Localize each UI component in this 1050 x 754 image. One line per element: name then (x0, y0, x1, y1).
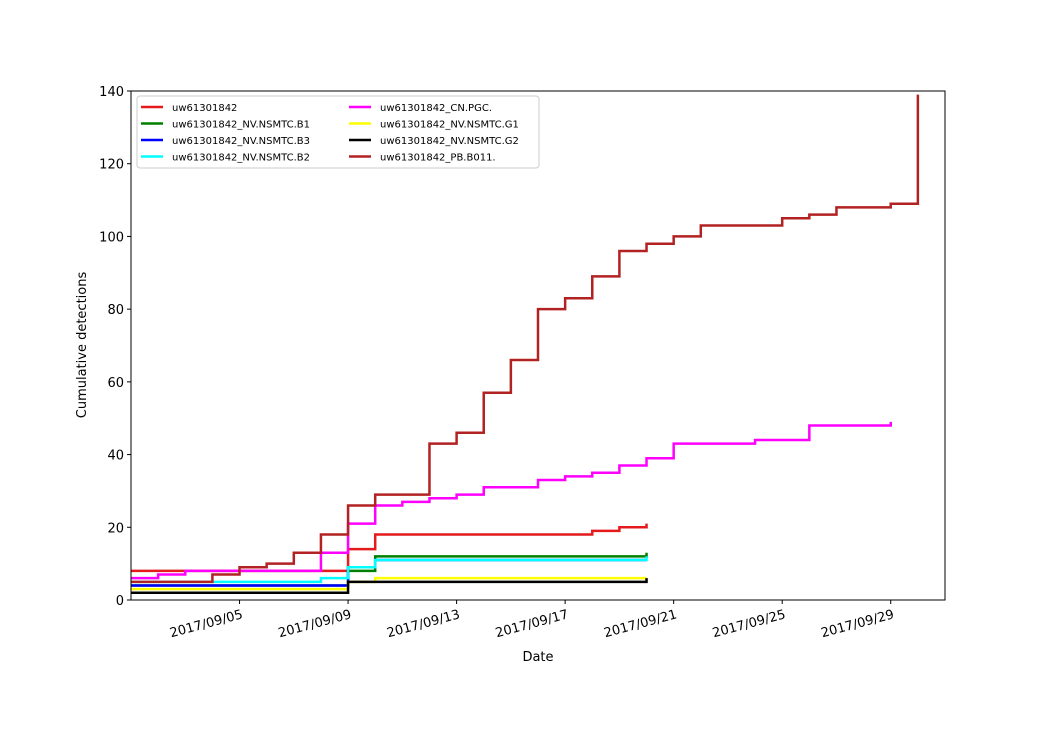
y-tick-label: 80 (107, 303, 124, 318)
y-axis-label: Cumulative detections (75, 272, 90, 419)
y-tick-label: 20 (107, 521, 124, 536)
legend-label: uw61301842_NV.NSMTC.G2 (380, 136, 519, 147)
legend-label: uw61301842_NV.NSMTC.G1 (380, 120, 519, 131)
legend-label: uw61301842_NV.NSMTC.B1 (172, 120, 310, 131)
y-tick-label: 40 (107, 449, 124, 464)
plot-area (131, 94, 920, 594)
legend-label: uw61301842_CN.PGC. (380, 103, 492, 114)
legend-label: uw61301842_NV.NSMTC.B2 (172, 153, 310, 164)
series-line (131, 94, 920, 584)
y-tick-label: 60 (107, 376, 124, 391)
series-line (131, 523, 648, 573)
series-line (131, 556, 648, 584)
y-tick-label: 0 (116, 594, 124, 609)
legend-label: uw61301842_NV.NSMTC.B3 (172, 136, 310, 147)
axes-frame (130, 90, 946, 601)
legend-frame (136, 95, 540, 169)
x-axis-label: Date (522, 650, 553, 665)
legend-label: uw61301842_PB.B011. (380, 153, 496, 164)
legend-label: uw61301842 (172, 103, 237, 114)
series-line (131, 578, 648, 594)
y-tick-label: 120 (99, 158, 124, 173)
y-tick-label: 100 (99, 230, 124, 245)
y-tick-label: 140 (99, 85, 124, 100)
